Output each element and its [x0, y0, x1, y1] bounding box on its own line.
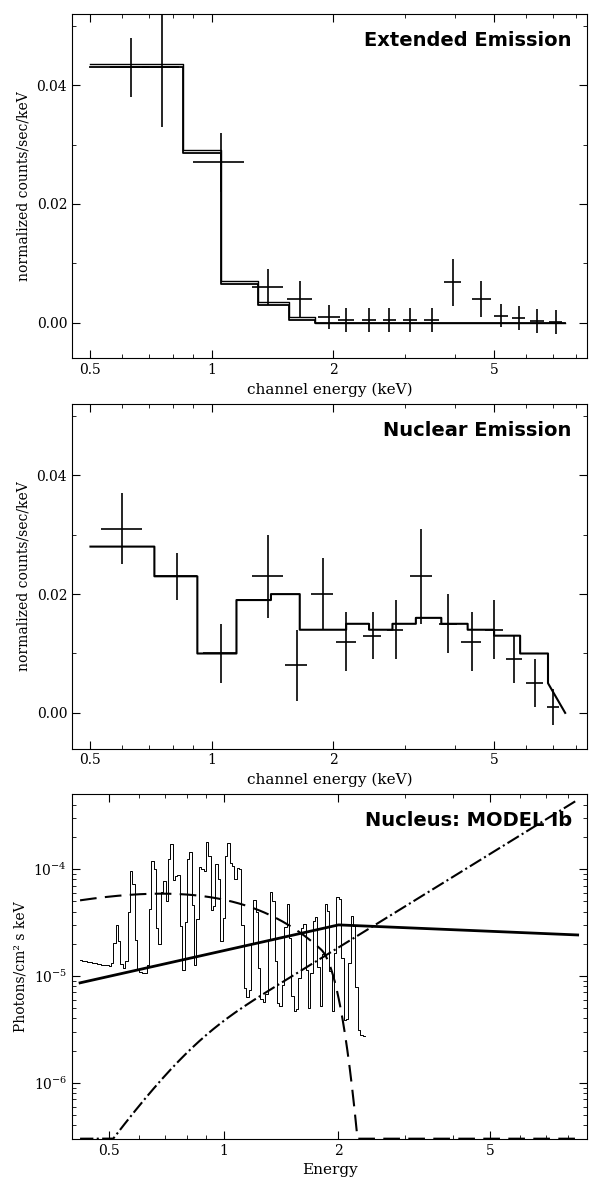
Text: Nucleus: MODEL Ib: Nucleus: MODEL Ib — [365, 811, 572, 830]
Y-axis label: normalized counts/sec/keV: normalized counts/sec/keV — [17, 481, 31, 672]
Y-axis label: normalized counts/sec/keV: normalized counts/sec/keV — [17, 92, 31, 281]
X-axis label: Energy: Energy — [302, 1164, 358, 1177]
X-axis label: channel energy (keV): channel energy (keV) — [247, 382, 412, 397]
Y-axis label: Photons/cm² s keV: Photons/cm² s keV — [14, 902, 28, 1031]
X-axis label: channel energy (keV): channel energy (keV) — [247, 773, 412, 787]
Text: Extended Emission: Extended Emission — [364, 31, 572, 50]
Text: Nuclear Emission: Nuclear Emission — [383, 422, 572, 441]
